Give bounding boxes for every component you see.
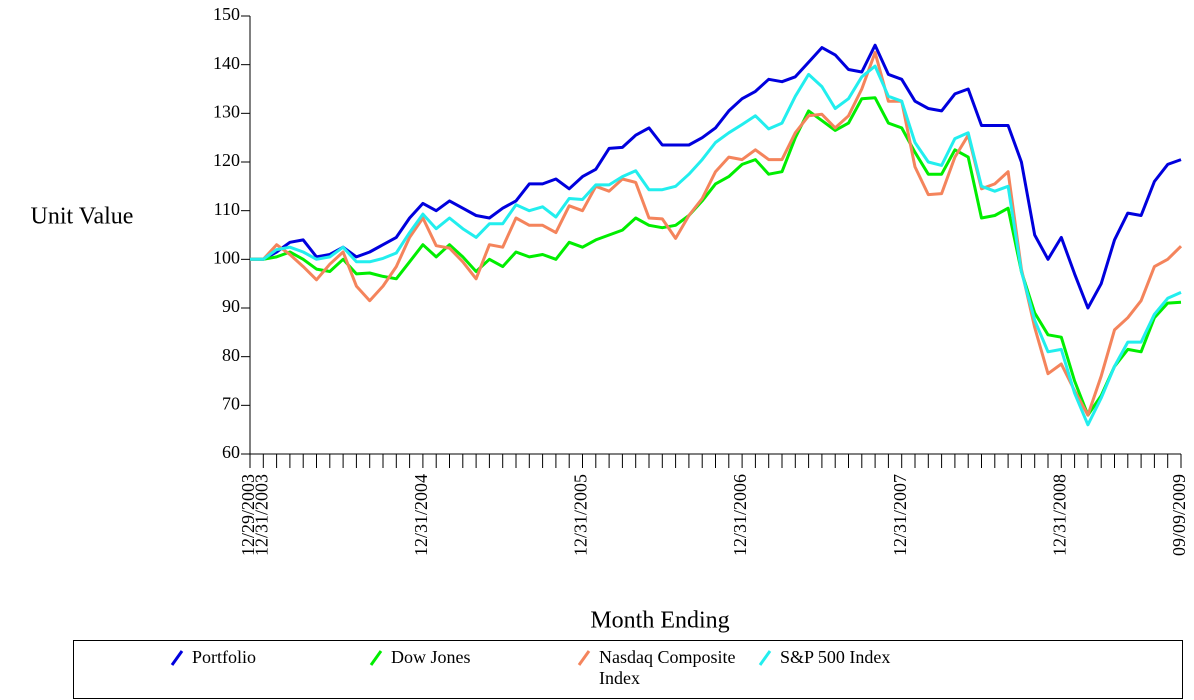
x-axis-label: Month Ending xyxy=(590,608,729,634)
legend-item: Portfolio xyxy=(170,647,340,668)
x-tick-label: 12/31/2004 xyxy=(411,474,431,556)
y-tick-label: 100 xyxy=(213,247,240,267)
y-axis-label: Unit Value xyxy=(31,204,134,230)
legend: Portfolio Dow Jones Nasdaq Composite Index… xyxy=(73,640,1183,699)
x-tick-label: 12/31/2005 xyxy=(571,474,591,556)
x-tick-label: 12/29/2003 xyxy=(238,474,258,556)
legend-line xyxy=(577,650,591,666)
y-tick-label: 80 xyxy=(222,345,240,365)
y-tick-label: 130 xyxy=(213,101,240,121)
x-tick-label: 09/09/2009 xyxy=(1169,474,1189,556)
legend-line xyxy=(369,650,383,666)
legend-swatch xyxy=(758,650,772,666)
series-line xyxy=(250,51,1183,417)
x-tick-label: 12/31/2007 xyxy=(890,474,910,556)
y-tick-label: 90 xyxy=(222,296,240,316)
series-line xyxy=(250,43,1182,310)
y-tick-label: 70 xyxy=(222,393,240,413)
y-tick-label: 150 xyxy=(213,4,240,24)
y-tick-label: 60 xyxy=(222,442,240,462)
y-tick-label: 140 xyxy=(213,53,240,73)
legend-label: Dow Jones xyxy=(391,647,471,667)
legend-item: Nasdaq Composite Index xyxy=(577,647,752,689)
legend-line xyxy=(758,650,772,666)
x-tick-label: 12/31/2008 xyxy=(1049,474,1069,556)
y-tick-label: 120 xyxy=(213,150,240,170)
legend-item: Dow Jones xyxy=(369,647,539,668)
y-tick-label: 110 xyxy=(214,199,240,219)
legend-label: Portfolio xyxy=(192,647,257,667)
legend-line xyxy=(170,650,184,666)
legend-swatch xyxy=(369,650,383,666)
legend-label: S&P 500 Index xyxy=(780,647,891,667)
series-line xyxy=(250,64,1182,427)
chart: Unit Value Month Ending 60 70 80 90 100 110 12… xyxy=(31,4,1190,634)
legend-swatch xyxy=(170,650,184,666)
legend-item: S&P 500 Index xyxy=(758,647,928,668)
legend-swatch xyxy=(577,650,591,666)
legend-label: Nasdaq Composite Index xyxy=(599,647,736,688)
x-tick-label: 12/31/2003 xyxy=(251,474,271,556)
x-tick-label: 12/31/2006 xyxy=(730,474,750,556)
